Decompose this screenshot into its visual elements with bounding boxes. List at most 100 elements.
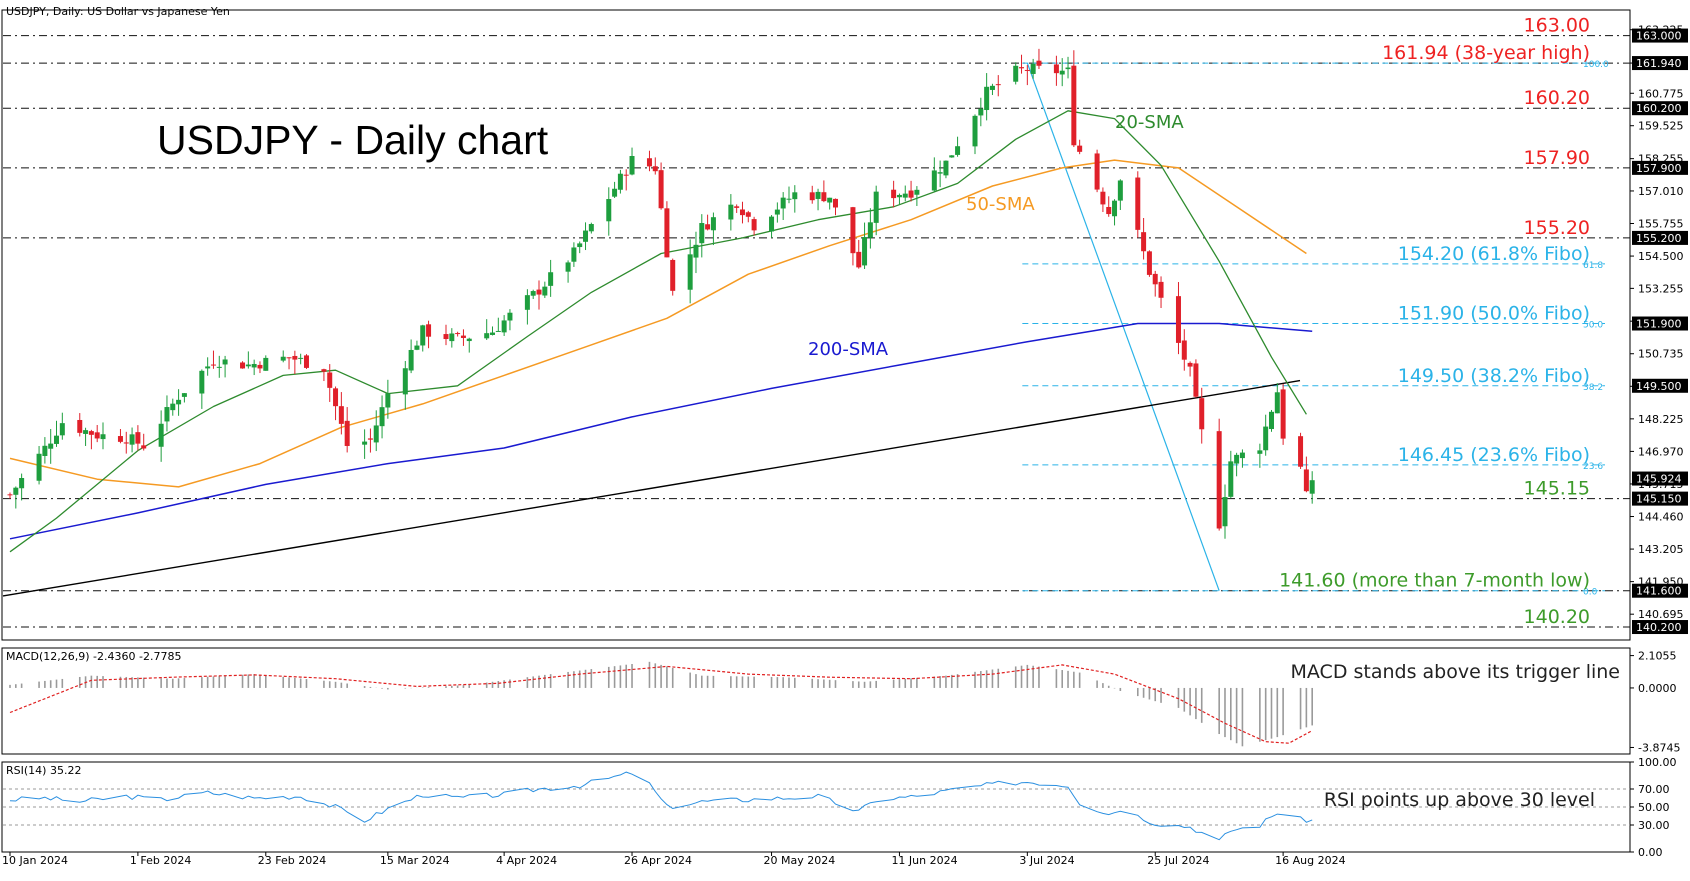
candle-body xyxy=(542,286,548,296)
rsi-line xyxy=(9,771,1313,841)
candle xyxy=(617,169,623,194)
price-tick-label: 154.500 xyxy=(1638,250,1684,263)
chart-title: USDJPY - Daily chart xyxy=(157,117,549,163)
candle xyxy=(466,337,472,353)
candle xyxy=(536,280,542,310)
candle-body xyxy=(426,324,432,337)
candle-body xyxy=(1274,392,1280,414)
candle xyxy=(821,180,827,203)
candle xyxy=(1274,383,1280,414)
candle xyxy=(1216,418,1222,531)
candle xyxy=(524,289,530,325)
candle xyxy=(693,231,699,274)
price-tick-label: 143.205 xyxy=(1638,543,1684,556)
candle-body xyxy=(280,356,286,361)
price-marker-label: 157.900 xyxy=(1636,162,1682,175)
candle-body xyxy=(1141,232,1147,252)
candle xyxy=(995,75,1001,97)
candle xyxy=(327,364,333,402)
candle-body xyxy=(263,357,269,371)
price-tick-label: 155.755 xyxy=(1638,218,1684,231)
symbol-header: USDJPY, Daily: US Dollar vs Japanese Yen xyxy=(6,5,230,18)
candle-body xyxy=(809,192,815,201)
candle-body xyxy=(1146,251,1152,275)
price-marker-label: 149.500 xyxy=(1636,380,1682,393)
sma200-annotation: 200-SMA xyxy=(808,339,889,360)
candle xyxy=(548,259,554,297)
candle xyxy=(786,186,792,204)
candle-body xyxy=(507,312,513,321)
candle-body xyxy=(943,160,949,176)
candle xyxy=(48,428,54,464)
time-tick-label: 4 Apr 2024 xyxy=(496,854,557,867)
price-marker-box xyxy=(1632,160,1688,175)
candle xyxy=(978,97,984,127)
candle-body xyxy=(1117,180,1123,201)
candle xyxy=(402,360,408,410)
candle xyxy=(984,73,990,121)
candle xyxy=(1065,56,1071,79)
rsi-tick-label: 70.00 xyxy=(1638,783,1670,796)
candle-body xyxy=(385,393,391,408)
candle-body xyxy=(995,84,1001,86)
candle-body xyxy=(664,208,670,258)
candle-body xyxy=(36,453,42,481)
candle-body xyxy=(786,198,792,200)
candle xyxy=(181,393,187,403)
candle xyxy=(176,389,182,416)
price-tick-label: 157.010 xyxy=(1638,185,1684,198)
candle xyxy=(1106,196,1112,217)
candle xyxy=(670,258,676,296)
candle xyxy=(1298,432,1304,470)
rsi-panel: RSI(14) 35.22 100.00 70.00 50.00 30.00 0.00 RS… xyxy=(3,756,1677,859)
level-label: 140.20 xyxy=(1524,606,1590,628)
candle xyxy=(77,413,83,437)
candle-body xyxy=(158,423,164,447)
candle xyxy=(914,186,920,206)
candle-body xyxy=(1071,65,1077,146)
candle-body xyxy=(88,431,94,435)
candle-body xyxy=(1298,436,1304,467)
price-marker-box xyxy=(1632,471,1688,486)
candle-body xyxy=(937,172,943,174)
candle-body xyxy=(617,173,623,190)
candle-body xyxy=(931,170,937,191)
candle-body xyxy=(1094,153,1100,190)
macd-tick-label: -3.8745 xyxy=(1638,741,1680,754)
candle-body xyxy=(286,357,292,359)
macd-tick-label: 2.1055 xyxy=(1638,650,1677,663)
candle xyxy=(658,162,664,210)
candle-body xyxy=(443,334,449,340)
candle xyxy=(1187,361,1193,377)
candle xyxy=(1199,387,1205,444)
candle-body xyxy=(1268,411,1274,430)
candle xyxy=(856,239,862,269)
candle-body xyxy=(501,320,507,333)
candle xyxy=(158,410,164,462)
candle-body xyxy=(734,206,740,208)
candle xyxy=(530,289,536,299)
candle-body xyxy=(1112,200,1118,217)
candle-body xyxy=(222,359,228,365)
candle xyxy=(1053,55,1059,86)
fibo-swing-line xyxy=(1026,62,1220,591)
candle-body xyxy=(338,406,344,424)
candle xyxy=(245,351,251,369)
candle xyxy=(1268,409,1274,432)
candle-body xyxy=(245,364,251,367)
candle xyxy=(565,260,571,283)
candle xyxy=(728,194,734,231)
candle-body xyxy=(1257,450,1263,454)
candle xyxy=(199,369,205,409)
price-marker-label: 160.200 xyxy=(1636,102,1682,115)
candle xyxy=(7,492,13,499)
candle xyxy=(902,185,908,202)
horizontal-levels xyxy=(3,35,1630,628)
candle-body xyxy=(298,357,304,359)
candle xyxy=(931,157,937,192)
candle-body xyxy=(1065,67,1071,70)
candle-body xyxy=(867,222,873,238)
rsi-tick-label: 30.00 xyxy=(1638,819,1670,832)
candle-body xyxy=(699,223,705,244)
candle-body xyxy=(670,259,676,291)
